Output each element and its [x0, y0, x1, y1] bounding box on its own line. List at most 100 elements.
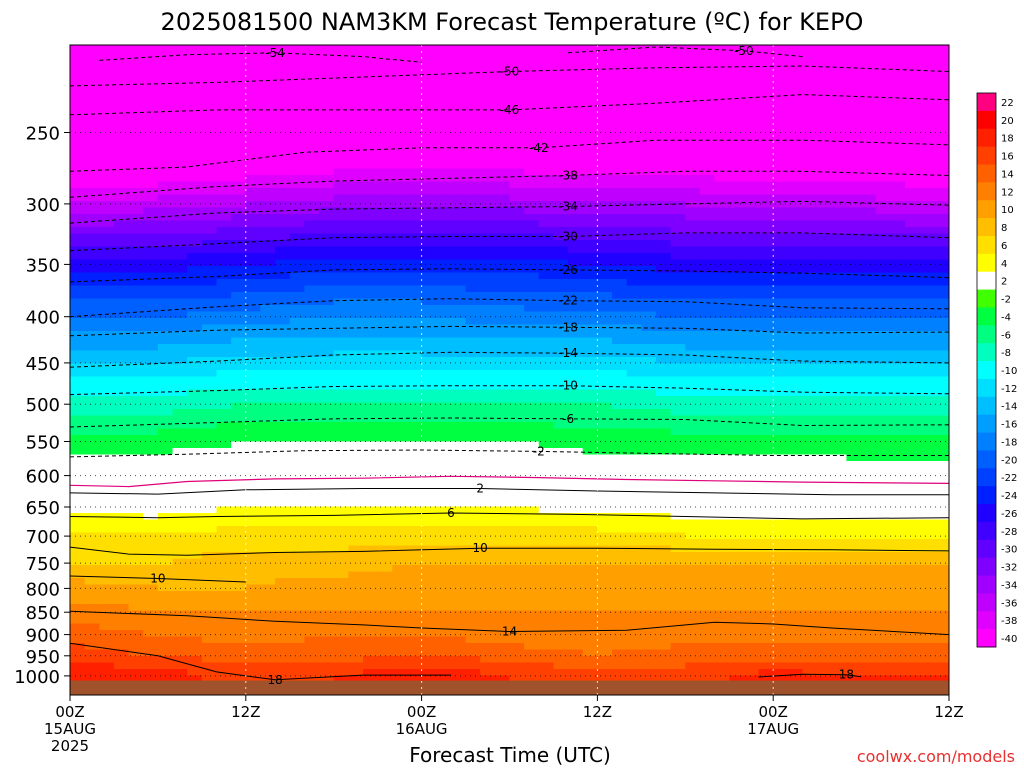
- field-cell: [699, 487, 716, 495]
- field-cell: [729, 357, 745, 365]
- field-cell: [421, 337, 437, 345]
- field-cell: [143, 253, 159, 261]
- field-cell: [568, 324, 584, 332]
- field-cell: [377, 201, 393, 209]
- field-cell: [392, 539, 408, 547]
- field-cell: [480, 493, 496, 501]
- field-cell: [231, 662, 247, 670]
- field-cell: [157, 370, 174, 378]
- field-cell: [143, 441, 159, 449]
- field-cell: [568, 344, 584, 352]
- field-cell: [773, 396, 789, 404]
- field-cell: [275, 318, 291, 326]
- field-cell: [743, 428, 760, 436]
- field-cell: [304, 623, 320, 631]
- field-cell: [729, 214, 745, 222]
- field-cell: [743, 519, 760, 527]
- field-cell: [421, 480, 437, 488]
- field-cell: [231, 188, 247, 196]
- field-cell: [524, 357, 540, 365]
- field-cell: [348, 71, 364, 79]
- field-cell: [480, 604, 496, 612]
- field-cell: [275, 669, 291, 677]
- field-cell: [157, 337, 174, 345]
- field-cell: [275, 649, 291, 657]
- field-cell: [729, 493, 745, 501]
- field-cell: [568, 454, 584, 462]
- field-cell: [568, 500, 584, 508]
- field-cell: [743, 532, 760, 540]
- field-cell: [509, 97, 525, 105]
- field-cell: [99, 350, 115, 358]
- field-cell: [406, 214, 423, 222]
- field-cell: [113, 279, 130, 287]
- field-cell: [597, 630, 613, 638]
- field-cell: [84, 669, 100, 677]
- field-cell: [670, 324, 686, 332]
- field-cell: [333, 142, 349, 150]
- field-cell: [260, 155, 276, 163]
- field-cell: [406, 454, 423, 462]
- field-cell: [787, 227, 804, 235]
- field-cell: [465, 656, 481, 664]
- field-cell: [553, 662, 569, 670]
- field-cell: [758, 136, 774, 144]
- field-cell: [743, 136, 760, 144]
- field-cell: [538, 162, 555, 170]
- field-cell: [465, 571, 481, 579]
- field-cell: [84, 77, 100, 85]
- field-cell: [348, 220, 364, 228]
- field-cell: [524, 428, 540, 436]
- field-cell: [392, 480, 408, 488]
- field-cell: [494, 240, 511, 248]
- field-cell: [289, 103, 305, 111]
- field-cell: [113, 506, 130, 514]
- field-cell: [743, 155, 760, 163]
- field-cell: [743, 636, 760, 644]
- field-cell: [670, 493, 686, 501]
- field-cell: [128, 591, 144, 599]
- field-cell: [538, 298, 555, 306]
- field-cell: [260, 175, 276, 183]
- field-cell: [582, 610, 598, 618]
- field-cell: [84, 441, 100, 449]
- field-cell: [260, 532, 276, 540]
- field-cell: [494, 162, 511, 170]
- field-cell: [128, 129, 144, 137]
- field-cell: [670, 175, 686, 183]
- field-cell: [773, 357, 789, 365]
- field-cell: [231, 344, 247, 352]
- field-cell: [201, 311, 218, 319]
- field-cell: [670, 565, 686, 573]
- field-cell: [377, 409, 393, 417]
- field-cell: [626, 188, 642, 196]
- field-cell: [231, 630, 247, 638]
- field-cell: [494, 318, 511, 326]
- field-cell: [524, 402, 540, 410]
- field-cell: [582, 331, 598, 339]
- field-cell: [773, 181, 789, 189]
- field-cell: [714, 532, 730, 540]
- field-cell: [626, 389, 642, 397]
- field-cell: [743, 58, 760, 66]
- field-cell: [626, 545, 642, 553]
- field-cell: [216, 285, 232, 293]
- field-cell: [304, 181, 320, 189]
- field-cell: [84, 370, 100, 378]
- field-cell: [582, 51, 598, 59]
- field-cell: [568, 71, 584, 79]
- field-cell: [743, 149, 760, 157]
- field-cell: [84, 526, 100, 534]
- field-cell: [699, 292, 716, 300]
- field-cell: [260, 142, 276, 150]
- field-cell: [99, 220, 115, 228]
- field-cell: [157, 480, 174, 488]
- field-cell: [538, 435, 555, 443]
- field-cell: [743, 487, 760, 495]
- field-cell: [656, 201, 672, 209]
- field-cell: [275, 370, 291, 378]
- field-cell: [626, 220, 642, 228]
- field-cell: [113, 220, 130, 228]
- field-cell: [406, 675, 423, 683]
- field-cell: [231, 162, 247, 170]
